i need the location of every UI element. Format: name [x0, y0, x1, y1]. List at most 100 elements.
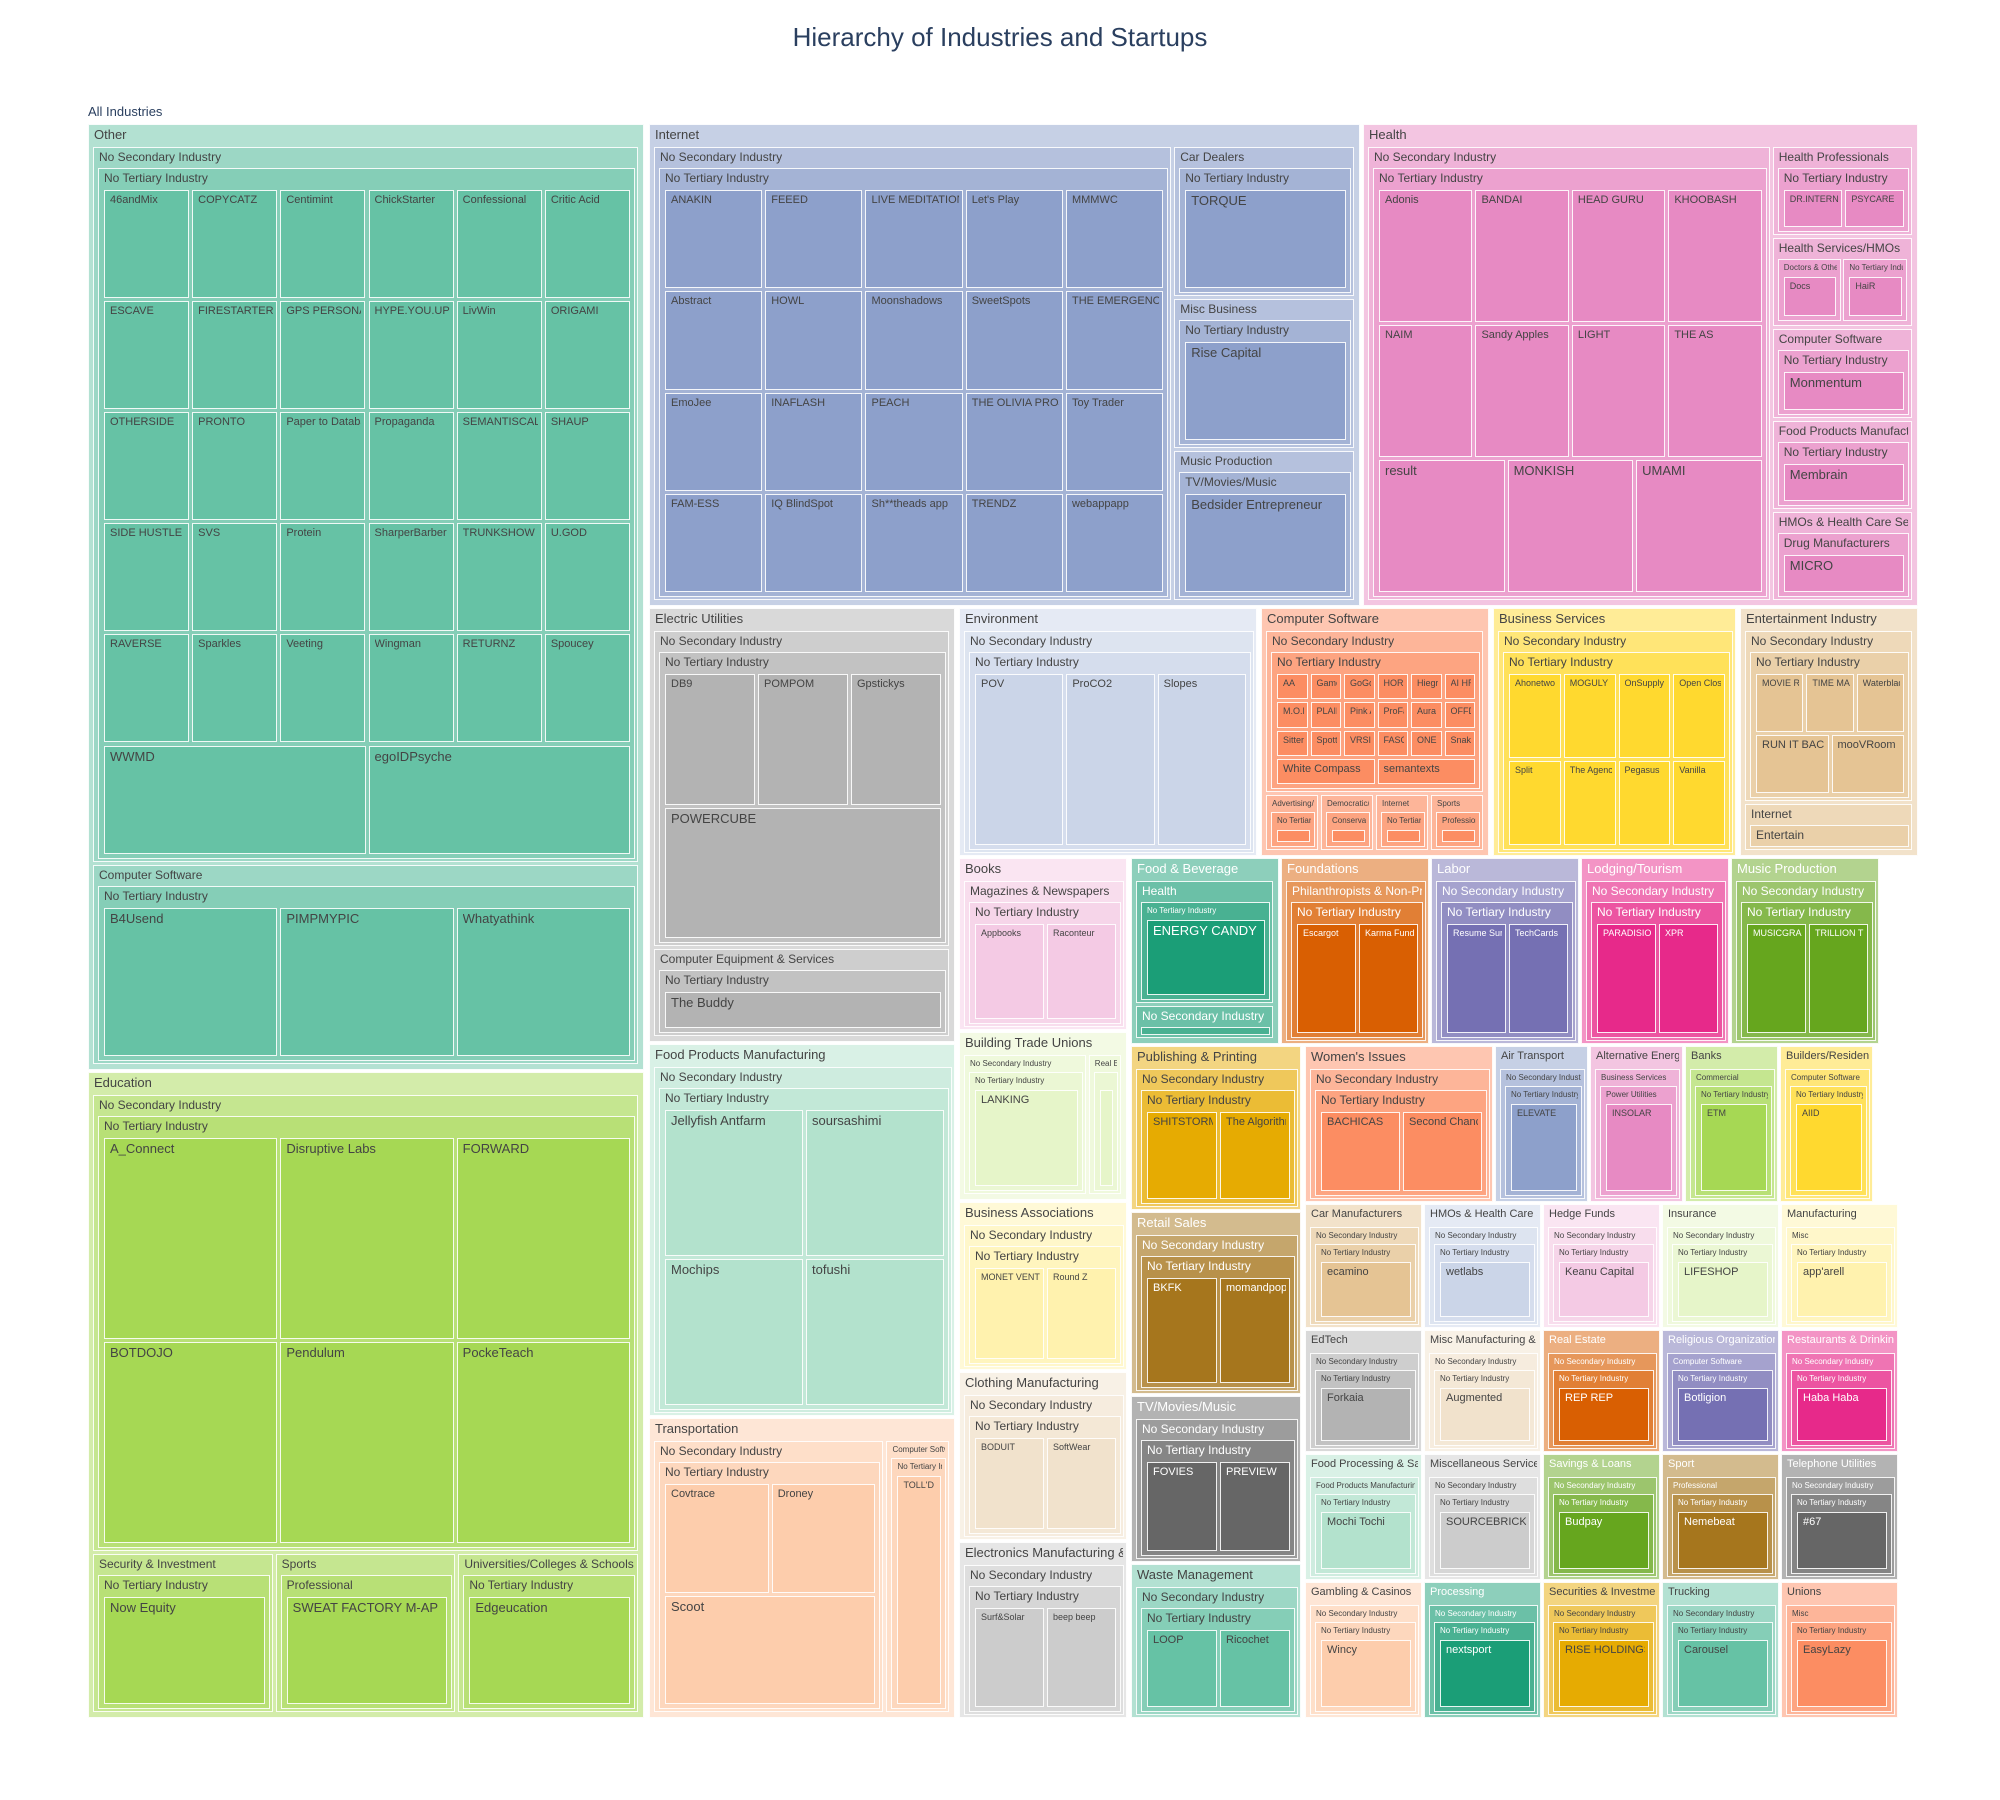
- sector-waste-management[interactable]: Waste Management No Secondary Industry No …: [1131, 1564, 1301, 1718]
- tertiary-no-tertiary-industry[interactable]: No Tertiary Industry Monmentum: [1777, 350, 1909, 415]
- tertiary-no-tertiary-industry[interactable]: No Tertiary Industry B4Usend PIMPMYPIC What…: [98, 885, 635, 1061]
- startup-aura[interactable]: Aura: [1411, 702, 1442, 728]
- startup-droney[interactable]: Droney: [771, 1484, 876, 1593]
- tertiary-no-tertiary-industry[interactable]: No Tertiary Industry ETM: [1695, 1086, 1772, 1196]
- startup-the-buddy[interactable]: The Buddy: [665, 992, 941, 1028]
- secondary-misc[interactable]: Misc No Tertiary Industry EasyLazy: [1786, 1605, 1895, 1715]
- startup-time-machine[interactable]: TIME MACHINE: [1806, 674, 1854, 733]
- secondary-no-secondary-industry[interactable]: No Secondary Industry No Tertiary Industr…: [1436, 881, 1576, 1041]
- sector-food-processing-sales[interactable]: Food Processing & Sales Food Products Man…: [1305, 1454, 1422, 1580]
- sector-books[interactable]: Books Magazines & Newspapers No Tertiary I…: [959, 858, 1127, 1030]
- tertiary-no-tertiary-industry[interactable]: No Tertiary Industry DR.INTERNET PSYCARE: [1777, 168, 1909, 233]
- secondary-business-services[interactable]: Business Services Power Utilities INSOLAR: [1595, 1069, 1680, 1199]
- startup-mochips[interactable]: Mochips: [665, 1259, 803, 1405]
- startup-membrain[interactable]: Membrain: [1783, 463, 1904, 501]
- startup-trendz[interactable]: TRENDZ: [965, 493, 1063, 592]
- secondary-no-secondary-industry[interactable]: No Secondary Industry No Tertiary Industr…: [1368, 147, 1770, 600]
- startup-mochi-tochi[interactable]: Mochi Tochi: [1321, 1512, 1411, 1569]
- startup-fovies[interactable]: FOVIES: [1147, 1462, 1217, 1551]
- sector-environment[interactable]: Environment No Secondary Industry No Terti…: [959, 608, 1257, 856]
- tertiary-no-tertiary-industry[interactable]: No Tertiary Industry LOOP Ricochet: [1141, 1608, 1295, 1712]
- startup-monmentum[interactable]: Monmentum: [1783, 372, 1904, 410]
- startup-aiid[interactable]: AIID: [1796, 1104, 1862, 1191]
- sector-alternative-energy-production-services[interactable]: Alternative Energy Production & Services…: [1590, 1046, 1683, 1202]
- secondary-philanthropists-non-profits[interactable]: Philanthropists & Non-Profits No Tertiary…: [1286, 881, 1426, 1041]
- secondary-food-products-manufacturing[interactable]: Food Products Manufacturing No Tertiary I…: [1310, 1477, 1419, 1577]
- tertiary-no-tertiary-industry[interactable]: No Tertiary Industry AIID: [1790, 1086, 1867, 1196]
- startup-u-god[interactable]: U.GOD: [544, 523, 630, 632]
- tertiary-no-tertiary-industry[interactable]: No Tertiary Industry Escargot Karma Fund: [1291, 902, 1423, 1038]
- startup-sandy-apples[interactable]: Sandy Apples: [1475, 325, 1569, 457]
- startup-appbooks[interactable]: Appbooks: [975, 924, 1044, 1019]
- startup-tofushi[interactable]: tofushi: [806, 1259, 944, 1405]
- startup-feeed[interactable]: FEEED: [765, 190, 863, 289]
- tertiary-no-tertiary-industry[interactable]: No Tertiary Industry BODUIT SoftWear: [969, 1416, 1121, 1534]
- startup-trillion-track[interactable]: TRILLION TRACK: [1809, 924, 1868, 1033]
- tertiary-no-tertiary-industry[interactable]: No Tertiary Industry Now Equity: [98, 1574, 270, 1709]
- startup-copycatz[interactable]: COPYCATZ: [192, 190, 278, 299]
- startup-pendulum[interactable]: Pendulum: [280, 1341, 454, 1543]
- startup-trunkshow[interactable]: TRUNKSHOW: [456, 523, 542, 632]
- tertiary-no-tertiary-industry[interactable]: No Tertiary Industry Jellyfish Antfarm sou…: [659, 1088, 949, 1410]
- tertiary-no-tertiary-industry[interactable]: No Tertiary Industry TORQUE: [1179, 168, 1351, 293]
- secondary-car-dealers[interactable]: Car Dealers No Tertiary Industry TORQUE: [1174, 147, 1354, 296]
- secondary-no-secondary-industry[interactable]: No Secondary Industry No Tertiary Industr…: [1310, 1069, 1490, 1199]
- startup-playbuk[interactable]: Playbuk: [1442, 830, 1475, 842]
- secondary-misc[interactable]: Misc No Tertiary Industry app'arell: [1786, 1227, 1895, 1325]
- startup-critic-acid[interactable]: Critic Acid: [544, 190, 630, 299]
- startup-softwear[interactable]: SoftWear: [1047, 1438, 1116, 1529]
- startup-origami[interactable]: ORIGAMI: [544, 301, 630, 410]
- startup-preview[interactable]: PREVIEW: [1220, 1462, 1290, 1551]
- tertiary-no-tertiary-industry[interactable]: No Tertiary Industry TOLL'D: [891, 1458, 946, 1709]
- startup-sweetspots[interactable]: SweetSpots: [965, 291, 1063, 390]
- tertiary-no-tertiary-industry[interactable]: No Tertiary Industry Keanu Capital: [1553, 1244, 1654, 1322]
- secondary-no-secondary-industry[interactable]: No Secondary Industry No Tertiary Industr…: [964, 1055, 1086, 1194]
- startup-returnz[interactable]: RETURNZ: [456, 634, 542, 743]
- startup-m-o-m[interactable]: M.O.M: [1277, 702, 1308, 728]
- startup-split[interactable]: Split: [1509, 761, 1561, 845]
- secondary-no-secondary-industry[interactable]: No Secondary Industry No Tertiary Industr…: [1786, 1353, 1895, 1449]
- sector-food-beverage[interactable]: Food & Beverage Health No Tertiary Industr…: [1131, 858, 1279, 1044]
- sector-processing[interactable]: Processing No Secondary Industry No Tertia…: [1424, 1582, 1541, 1718]
- startup-sitterz[interactable]: Sitterz: [1277, 730, 1308, 756]
- startup-veeting[interactable]: Veeting: [280, 634, 366, 743]
- startup-ecamino[interactable]: ecamino: [1321, 1262, 1411, 1317]
- tertiary-no-tertiary-industry[interactable]: No Tertiary Industry BACHICAS Second Chanc…: [1315, 1090, 1487, 1196]
- startup-micro[interactable]: MICRO: [1783, 554, 1904, 592]
- startup-circumpass[interactable]: CIRCUMPASS: [1099, 1090, 1113, 1186]
- sector-edtech[interactable]: EdTech No Secondary Industry No Tertiary I…: [1305, 1330, 1422, 1452]
- startup-live-meditation[interactable]: LIVE MEDITATION: [865, 190, 963, 289]
- startup-propaganda[interactable]: Propaganda: [368, 412, 454, 521]
- secondary-real-estate[interactable]: Real Estate No Tertiary IndustryCIRCUMPAS…: [1088, 1055, 1121, 1194]
- startup-escargot[interactable]: Escargot: [1297, 924, 1356, 1033]
- secondary-computer-software[interactable]: Computer Software No Tertiary Industry AII…: [1785, 1069, 1870, 1199]
- secondary-no-secondary-industry[interactable]: No Secondary Industry No Tertiary Industr…: [1429, 1353, 1538, 1449]
- startup-pegasus[interactable]: Pegasus: [1618, 761, 1671, 845]
- startup-etm[interactable]: ETM: [1701, 1104, 1767, 1191]
- tertiary-no-tertiary-industry[interactable]: No Tertiary Industry Carousel: [1672, 1622, 1773, 1712]
- startup-gogogo[interactable]: GoGoGo: [1344, 674, 1375, 700]
- startup-bkfk[interactable]: BKFK: [1147, 1278, 1217, 1383]
- startup-forkaia[interactable]: Forkaia: [1321, 1388, 1411, 1441]
- startup-light[interactable]: LIGHT: [1571, 325, 1666, 457]
- tertiary-no-tertiary-industry[interactable]: No Tertiary Industry Budpay: [1553, 1494, 1654, 1574]
- secondary-no-secondary-industry[interactable]: No Secondary Industry No Tertiary Industr…: [654, 631, 949, 947]
- sector-sport[interactable]: Sport Professional No Tertiary Industry Nem…: [1662, 1454, 1779, 1580]
- startup-the-agency[interactable]: The Agency: [1563, 761, 1616, 845]
- tertiary-no-tertiary-industry[interactable]: No Tertiary Industry Botligion: [1672, 1370, 1773, 1446]
- startup-wwmd[interactable]: WWMD: [104, 745, 366, 854]
- secondary-no-secondary-industry[interactable]: No Secondary Industry No Tertiary Industr…: [1548, 1227, 1657, 1325]
- startup-ai-hr-app[interactable]: AI HR APP: [1444, 674, 1475, 700]
- tertiary-no-tertiary-industry[interactable]: No Tertiary Industry Ahonetwo MOGULY OnSupp…: [1503, 652, 1730, 850]
- startup-let-s-play[interactable]: Let's Play: [965, 190, 1063, 289]
- startup-augmented[interactable]: Augmented: [1440, 1388, 1530, 1441]
- secondary-sports[interactable]: Sports Professional Playbuk: [1431, 795, 1483, 850]
- secondary-no-secondary-industry[interactable]: No Secondary Industry No Tertiary Industr…: [1786, 1477, 1895, 1577]
- secondary-no-secondary-industry[interactable]: No Secondary Industry No Tertiary Industr…: [1500, 1069, 1585, 1199]
- startup-monkish[interactable]: MONKISH: [1507, 460, 1634, 592]
- secondary-no-secondary-industry[interactable]: No Secondary Industry No Tertiary Industr…: [654, 147, 1172, 600]
- secondary-no-secondary-industry[interactable]: No Secondary Industry No Tertiary Industr…: [1136, 1587, 1298, 1715]
- secondary-health[interactable]: Health No Tertiary Industry ENERGY CANDY: [1136, 881, 1273, 1003]
- startup-webappapp[interactable]: webappapp: [1065, 493, 1164, 592]
- startup-the-algorithm-project[interactable]: The Algorithm Project: [1220, 1112, 1290, 1199]
